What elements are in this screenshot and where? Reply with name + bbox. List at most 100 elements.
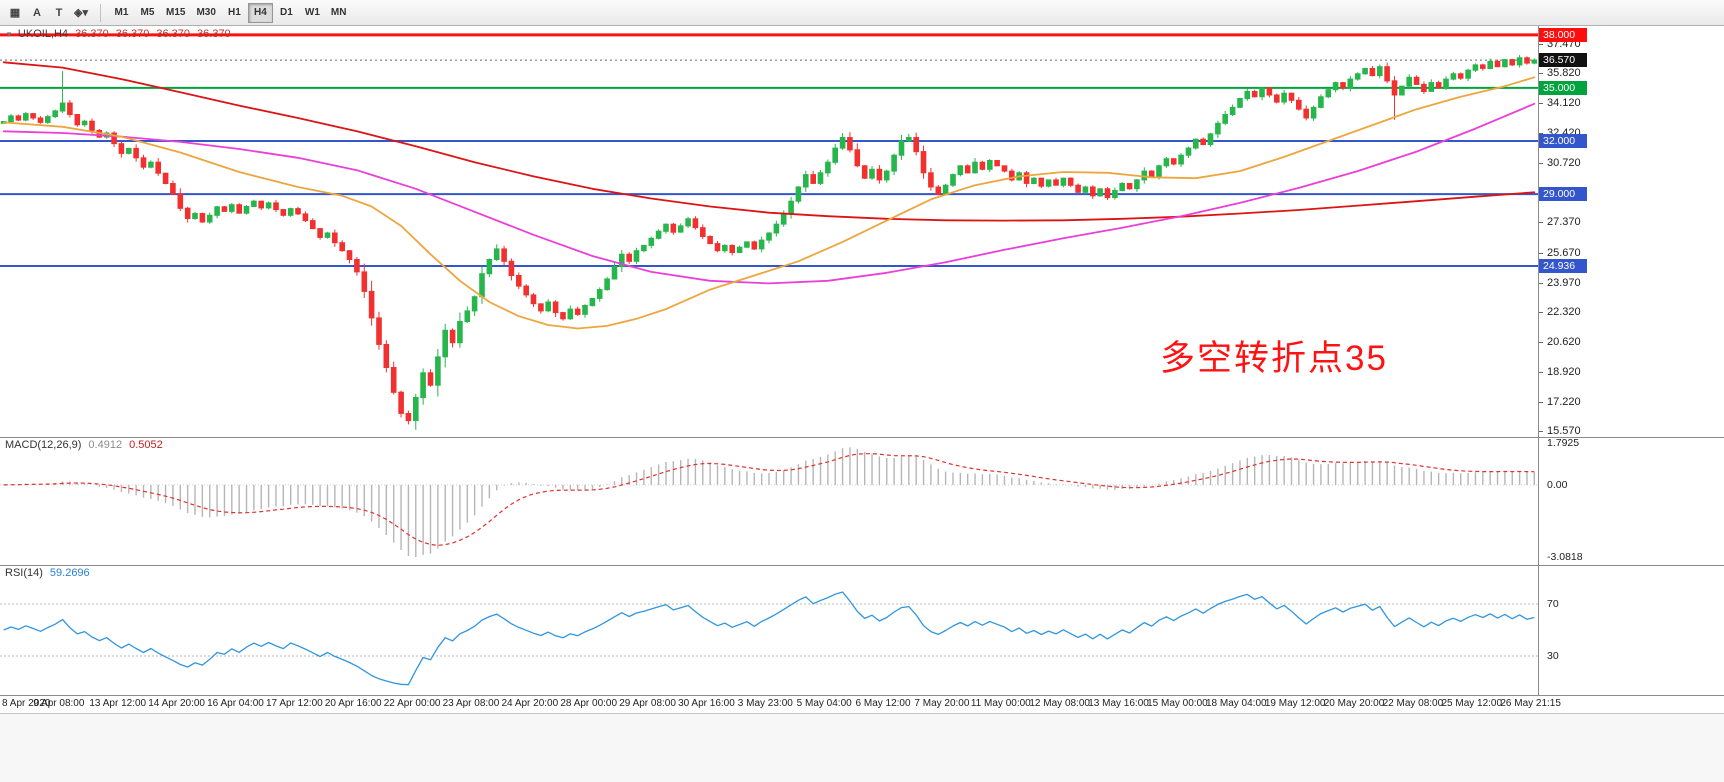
arrow-text-tool-button[interactable]: A xyxy=(33,6,41,19)
macd-axis-max: 1.7925 xyxy=(1547,437,1580,449)
timeframe-mn-button[interactable]: MN xyxy=(330,7,347,18)
symbol-timeframe-label: UKOIL,H4 xyxy=(17,28,69,40)
timeframe-m30-button[interactable]: M30 xyxy=(196,7,216,18)
main-chart-panel: ▼ UKOIL,H4 36.370 36.370 36.370 36.370 多… xyxy=(0,26,1538,437)
time-axis-label: 11 May 00:00 xyxy=(970,698,1031,709)
time-axis-label: 20 May 20:00 xyxy=(1323,698,1385,709)
price-axis: 37.47035.82034.12032.42030.72029.02027.3… xyxy=(1539,26,1724,695)
time-axis-label: 9 Apr 08:00 xyxy=(33,698,85,709)
rsi-header: RSI(14) 59.2696 xyxy=(5,567,90,579)
time-axis-label: 13 Apr 12:00 xyxy=(89,698,147,709)
rsi-chart-canvas[interactable] xyxy=(0,565,1538,695)
quote-low: 36.370 xyxy=(156,28,191,40)
toolbar-separator xyxy=(100,3,101,22)
time-axis-label: 30 Apr 16:00 xyxy=(678,698,735,709)
time-axis-label: 12 May 08:00 xyxy=(1029,698,1090,709)
time-axis-label: 17 Apr 12:00 xyxy=(265,698,323,709)
timeframe-h4-button[interactable]: H4 xyxy=(247,2,273,23)
price-tick-mark xyxy=(1539,311,1543,313)
price-tick-label: 35.820 xyxy=(1547,66,1581,79)
tool-buttons: ▦ A T ◈▾ xyxy=(4,3,92,23)
macd-signal-value: 0.5052 xyxy=(129,439,163,451)
candlestick-chart-canvas[interactable] xyxy=(0,26,1538,437)
quote-close: 36.370 xyxy=(197,28,231,40)
rsi-panel: RSI(14) 59.2696 xyxy=(0,565,1538,695)
timeframe-m5-button[interactable]: M5 xyxy=(140,7,155,18)
price-tick-mark xyxy=(1539,431,1543,433)
quote-open: 36.370 xyxy=(75,28,109,40)
timeframe-h1-button[interactable]: H1 xyxy=(228,7,241,18)
time-axis-label: 20 Apr 16:00 xyxy=(324,698,382,709)
macd-axis-min: -3.0818 xyxy=(1547,551,1583,563)
price-tick-label: 15.570 xyxy=(1547,425,1581,438)
macd-label: MACD(12,26,9) xyxy=(5,439,82,451)
price-tick-label: 20.620 xyxy=(1547,335,1581,348)
price-tick-label: 23.970 xyxy=(1547,276,1581,289)
timeframe-d1-button[interactable]: D1 xyxy=(280,7,293,18)
price-tick-mark xyxy=(1539,163,1543,165)
price-tick-mark xyxy=(1539,282,1543,284)
price-tick-mark xyxy=(1539,341,1543,343)
price-axis-border xyxy=(1538,26,1539,695)
price-badge-32.000: 32.000 xyxy=(1539,134,1587,148)
macd-panel: MACD(12,26,9) 0.4912 0.5052 xyxy=(0,437,1538,565)
macd-axis-zero: 0.00 xyxy=(1547,478,1568,491)
price-tick-label: 18.920 xyxy=(1547,365,1581,378)
time-axis-label: 16 Apr 04:00 xyxy=(207,698,264,709)
time-axis-label: 26 May 21:15 xyxy=(1500,698,1561,709)
collapse-triangle-icon[interactable]: ▼ xyxy=(5,29,13,39)
time-axis-label: 22 Apr 00:00 xyxy=(383,698,441,709)
price-badge-38.000: 38.000 xyxy=(1539,27,1587,42)
time-axis-label: 5 May 04:00 xyxy=(796,698,852,709)
price-tick-mark xyxy=(1539,72,1543,74)
time-axis: 8 Apr 2020 9 Apr 08:00 13 Apr 12:00 14 Apr … xyxy=(0,695,1724,713)
timeframe-m15-button[interactable]: M15 xyxy=(166,7,186,18)
timeframe-w1-button[interactable]: W1 xyxy=(304,7,320,18)
price-tick-mark xyxy=(1539,43,1543,45)
price-tick-mark xyxy=(1539,103,1543,104)
time-axis-label: 25 May 12:00 xyxy=(1441,698,1503,709)
panel-separator[interactable] xyxy=(0,565,1724,566)
price-badge-35.000: 35.000 xyxy=(1539,80,1587,95)
chart-annotation-text: 多空转折点35 xyxy=(1160,339,1388,378)
macd-chart-canvas[interactable] xyxy=(0,437,1538,565)
price-tick-label: 22.320 xyxy=(1547,305,1581,318)
price-tick-label: 27.370 xyxy=(1547,216,1581,229)
macd-main-value: 0.4912 xyxy=(88,439,123,451)
timeframe-buttons: M1 M5 M15 M30 H1 H4 D1 W1 MN xyxy=(109,2,351,23)
price-badge-24.936: 24.936 xyxy=(1539,259,1587,273)
rsi-value: 59.2696 xyxy=(49,567,90,579)
timeframe-m1-button[interactable]: M1 xyxy=(114,7,129,18)
price-tick-label: 34.120 xyxy=(1547,97,1581,109)
panel-separator[interactable] xyxy=(0,437,1724,438)
quote-high: 36.370 xyxy=(115,28,150,40)
time-axis-label: 13 May 16:00 xyxy=(1088,698,1149,709)
price-tick-mark xyxy=(1539,222,1543,224)
time-axis-label: 15 May 00:00 xyxy=(1147,698,1208,709)
rsi-axis-70: 70 xyxy=(1547,598,1559,610)
toolbar: ▦ A T ◈▾ M1 M5 M15 M30 H1 H4 D1 W1 MN xyxy=(0,0,1724,26)
time-axis-label: 22 May 08:00 xyxy=(1382,698,1444,709)
time-axis-label: 6 May 12:00 xyxy=(855,698,911,709)
rsi-label: RSI(14) xyxy=(5,567,43,579)
macd-header: MACD(12,26,9) 0.4912 0.5052 xyxy=(5,439,163,451)
time-axis-label: 3 May 23:00 xyxy=(737,698,793,709)
bottom-empty-area xyxy=(0,713,1724,782)
price-tick-label: 30.720 xyxy=(1547,157,1581,170)
time-axis-label: 28 Apr 00:00 xyxy=(560,698,618,709)
drawing-tool-button[interactable]: ◈▾ xyxy=(74,7,88,19)
price-badge-29.000: 29.000 xyxy=(1539,187,1587,202)
price-badge-36.570: 36.570 xyxy=(1539,53,1587,68)
symbol-header: ▼ UKOIL,H4 36.370 36.370 36.370 36.370 xyxy=(5,28,231,40)
price-tick-label: 25.670 xyxy=(1547,246,1581,259)
time-axis-label: 18 May 04:00 xyxy=(1205,698,1267,709)
time-axis-label: 19 May 12:00 xyxy=(1264,698,1326,709)
text-label-tool-button[interactable]: T xyxy=(55,6,63,19)
price-tick-mark xyxy=(1539,133,1543,135)
price-tick-label: 17.220 xyxy=(1547,396,1581,408)
rsi-axis-30: 30 xyxy=(1547,650,1559,662)
chart-window-button[interactable]: ▦ xyxy=(9,7,21,19)
time-axis-label: 24 Apr 20:00 xyxy=(501,698,559,709)
price-tick-mark xyxy=(1539,252,1543,254)
